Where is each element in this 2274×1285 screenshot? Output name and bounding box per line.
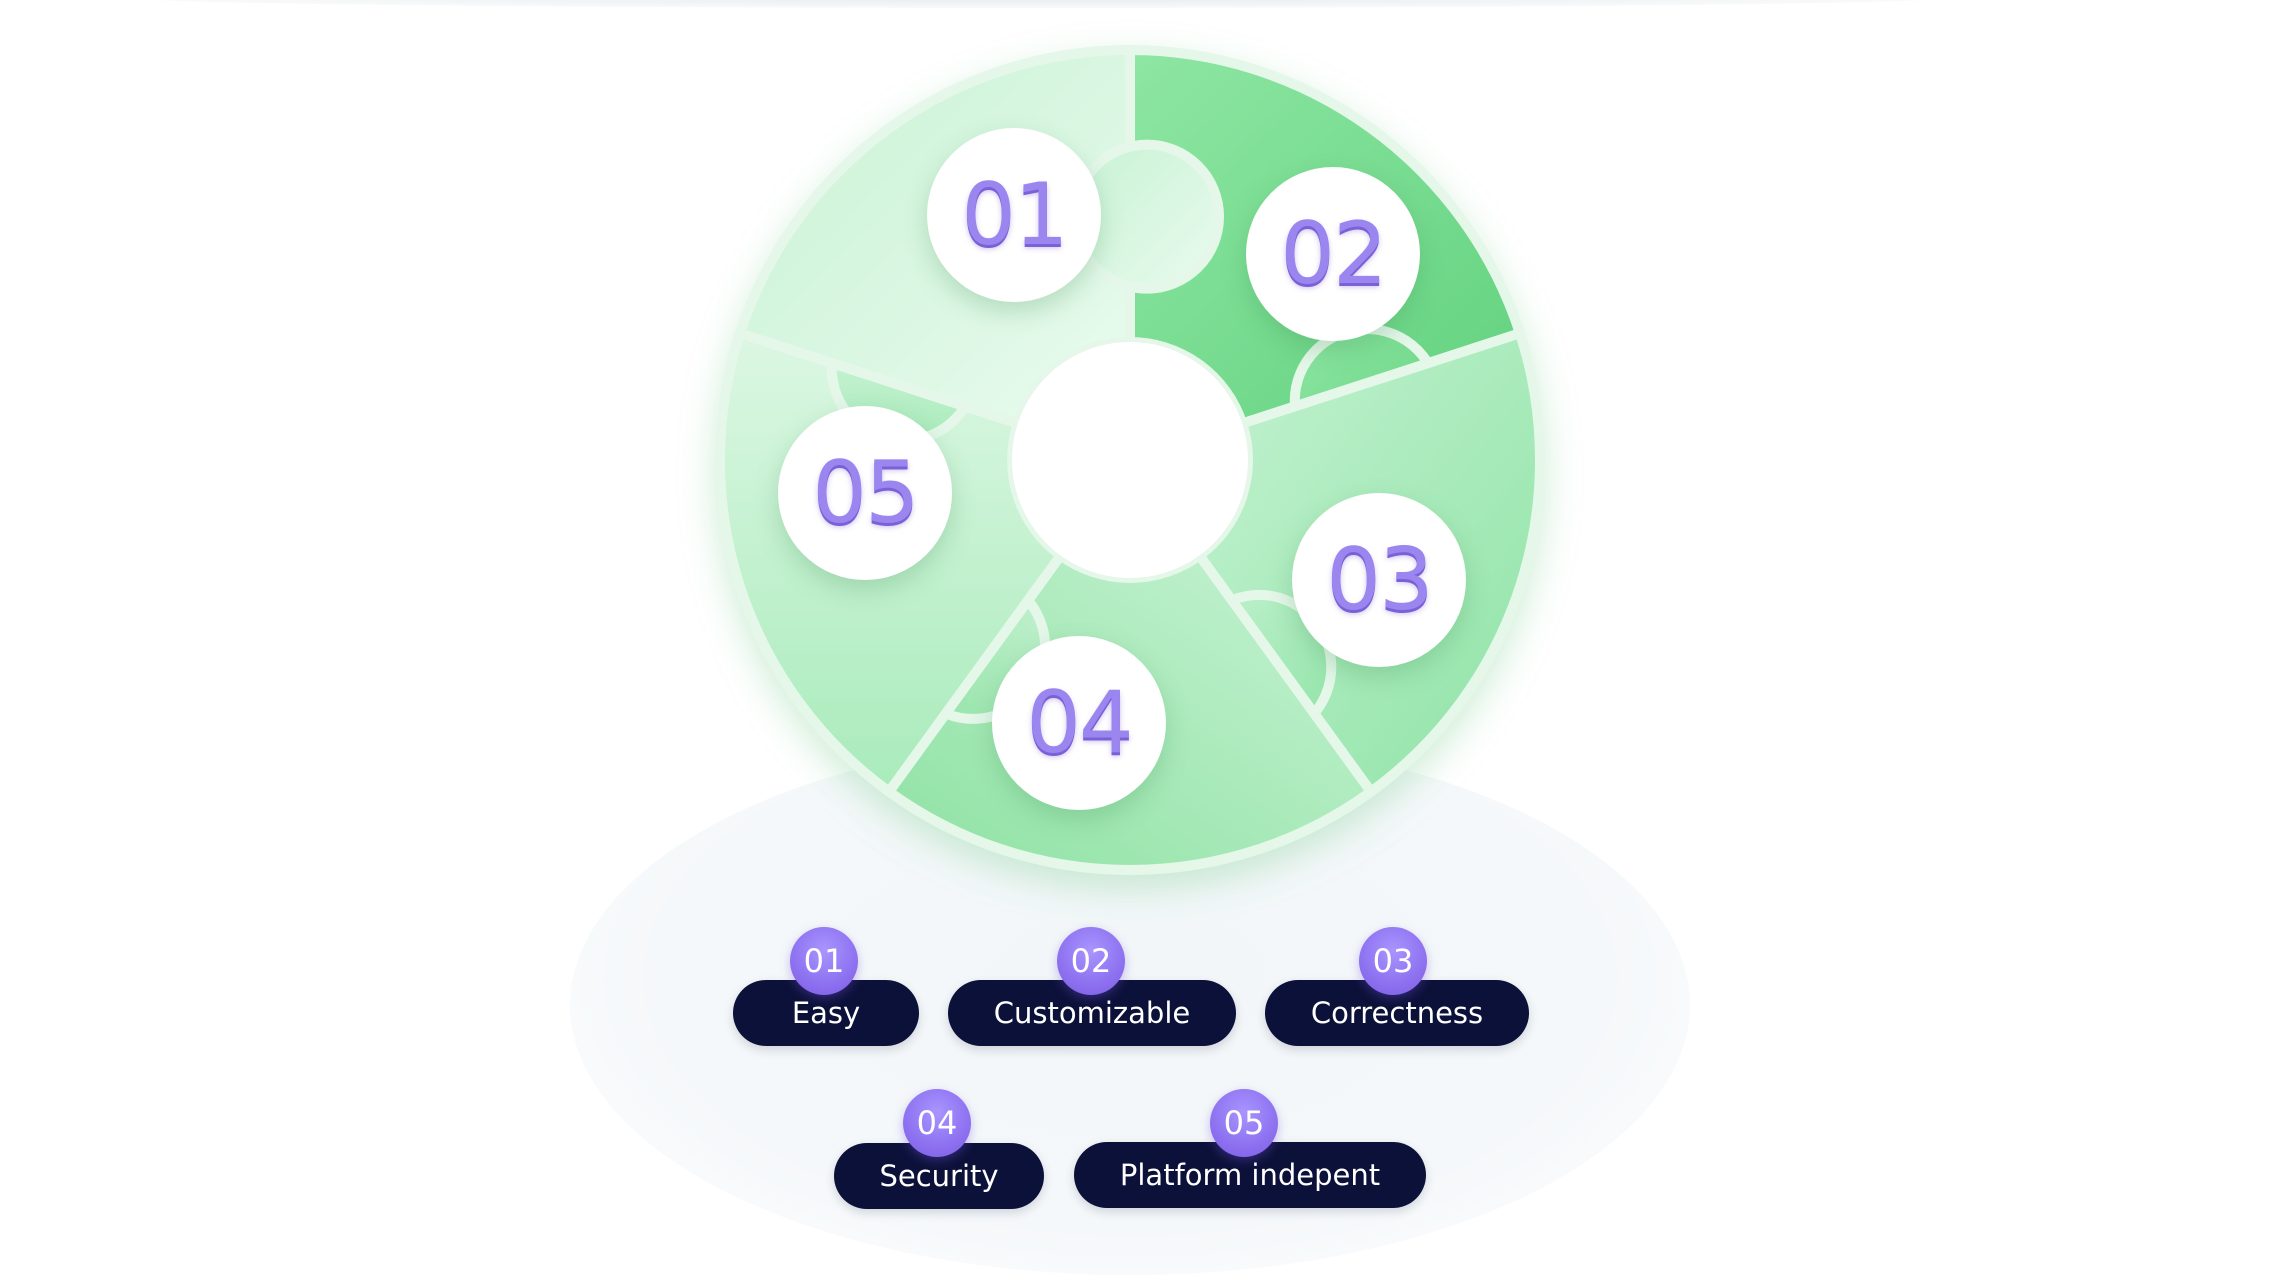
legend-label-5: Platform indepent: [1119, 1158, 1381, 1192]
legend-badge-4: 04: [903, 1089, 971, 1157]
step-5-number-circle: 05: [778, 406, 952, 580]
step-5-number: 05: [812, 443, 919, 543]
legend-label-1: Easy: [791, 996, 861, 1030]
top-glow: [140, 0, 1940, 8]
legend-badge-1: 01: [790, 927, 858, 995]
step-4-number-circle: 04: [992, 636, 1166, 810]
legend-badge-2: 02: [1057, 927, 1125, 995]
legend-badge-4-number: 04: [916, 1104, 958, 1142]
legend-badge-1-number: 01: [803, 942, 845, 980]
step-2-number-circle: 02: [1246, 167, 1420, 341]
legend-badge-3: 03: [1359, 927, 1427, 995]
step-4-number: 04: [1026, 673, 1133, 773]
legend-label-3: Correctness: [1310, 996, 1484, 1030]
step-1-number-circle: 01: [927, 128, 1101, 302]
legend-badge-5: 05: [1210, 1089, 1278, 1157]
step-3-number: 03: [1326, 530, 1433, 630]
legend-badge-2-number: 02: [1070, 942, 1112, 980]
legend-badge-3-number: 03: [1372, 942, 1414, 980]
step-3-number-circle: 03: [1292, 493, 1466, 667]
legend-badge-5-number: 05: [1223, 1104, 1265, 1142]
wheel-center-hole: [1012, 342, 1248, 578]
legend-label-2: Customizable: [993, 996, 1191, 1030]
legend-label-4: Security: [879, 1159, 999, 1193]
step-1-number: 01: [961, 165, 1068, 265]
step-2-number: 02: [1280, 204, 1387, 304]
